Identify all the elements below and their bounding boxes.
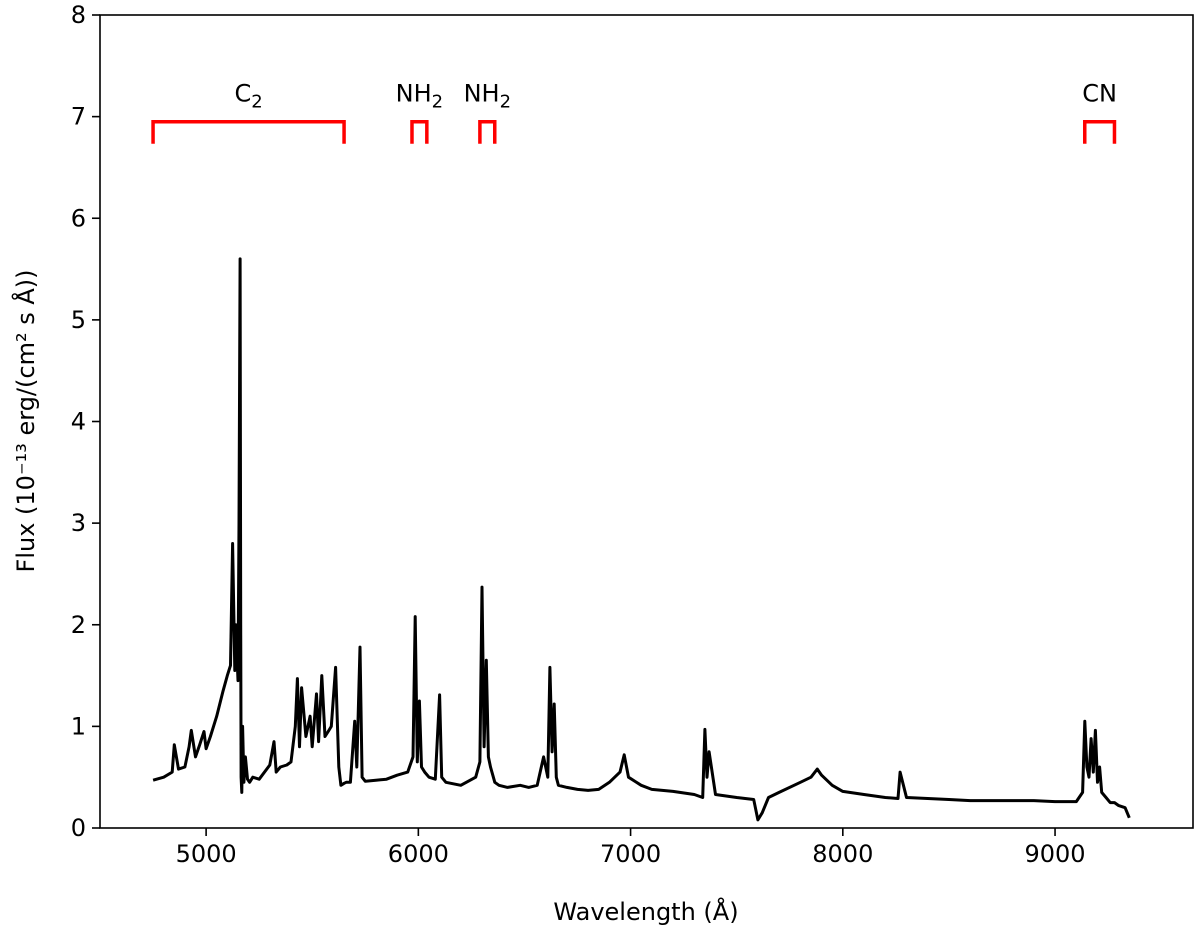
y-tick-label: 0 xyxy=(71,814,86,842)
band-bracket xyxy=(478,119,497,144)
y-tick-label: 4 xyxy=(71,408,86,436)
x-tick-label: 5000 xyxy=(176,840,237,868)
y-tick-label: 7 xyxy=(71,103,86,131)
x-axis-label: Wavelength (Å) xyxy=(553,897,738,926)
y-tick-label: 6 xyxy=(71,204,86,232)
annotation-layer: C2 NH2 NH2 CN xyxy=(151,80,1117,144)
y-tick-label: 5 xyxy=(71,306,86,334)
y-axis-label: Flux (10⁻¹³ erg/(cm² s Å)) xyxy=(11,270,40,573)
x-tick-label: 7000 xyxy=(600,840,661,868)
band-label: NH2 xyxy=(396,80,443,113)
y-tick-label: 2 xyxy=(71,611,86,639)
band-label: C2 xyxy=(234,80,262,113)
band-bracket xyxy=(410,119,429,144)
y-tick-label: 8 xyxy=(71,1,86,29)
series-line-0 xyxy=(152,257,1131,822)
band-bracket xyxy=(1083,119,1117,144)
plot-layer xyxy=(152,257,1131,822)
x-tick-label: 6000 xyxy=(388,840,449,868)
plot-frame xyxy=(99,14,1194,829)
y-tick-label: 1 xyxy=(71,712,86,740)
y-tick-label: 3 xyxy=(71,509,86,537)
band-bracket xyxy=(151,119,346,144)
band-label: NH2 xyxy=(464,80,511,113)
x-axis: 5000 6000 7000 8000 9000 xyxy=(176,828,1086,868)
band-label: CN xyxy=(1082,80,1117,108)
y-axis: 0 1 2 3 4 5 6 7 8 xyxy=(71,1,100,842)
x-tick-label: 9000 xyxy=(1025,840,1086,868)
x-tick-label: 8000 xyxy=(812,840,873,868)
